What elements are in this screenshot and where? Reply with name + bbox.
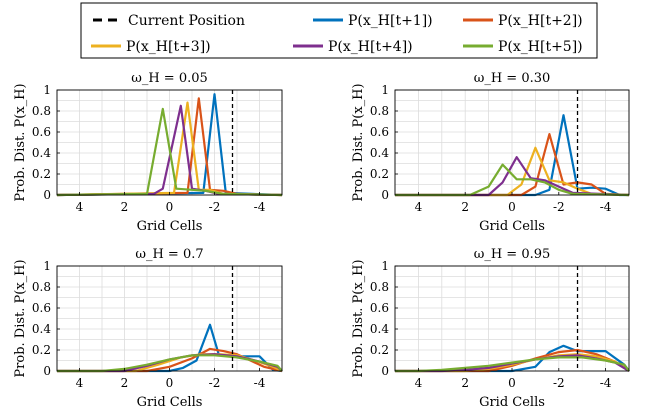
y-tick-label: 1 <box>381 259 389 273</box>
y-tick-label: 0.4 <box>370 322 389 336</box>
subplot-title: ω_H = 0.7 <box>135 247 203 262</box>
y-tick-label: 1 <box>43 259 51 273</box>
y-axis-label: Prob. Dist. P(x_H) <box>13 83 28 201</box>
y-tick-label: 0.4 <box>370 146 389 160</box>
x-tick-label: -4 <box>254 200 266 214</box>
subplot-4: 4 2 0 -2 -4 0 0.2 0.4 0.6 0.8 1 ω_H = 0.95 Grid Cell… <box>351 247 630 410</box>
subplot-title: ω_H = 0.30 <box>474 71 551 86</box>
legend-entry-label: P(x_H[t+5]) <box>498 39 583 55</box>
x-tick-label: 0 <box>166 376 174 390</box>
legend-entry-label: P(x_H[t+3]) <box>126 39 211 55</box>
legend-entry-label: P(x_H[t+4]) <box>328 39 413 55</box>
x-tick-label: -2 <box>553 376 565 390</box>
series-line <box>395 356 630 373</box>
legend: Current Position P(x_H[t+1]) P(x_H[t+2]) P(… <box>80 2 598 59</box>
x-axis-label: Grid Cells <box>137 395 203 410</box>
series-line <box>395 146 630 197</box>
subplot-3: 4 2 0 -2 -4 0 0.2 0.4 0.6 0.8 1 ω_H = 0.7 Grid Cells… <box>13 247 283 410</box>
y-axis-label: Prob. Dist. P(x_H) <box>351 83 366 201</box>
legend-box <box>80 2 598 59</box>
series-line <box>57 354 283 373</box>
y-tick-label: 1 <box>381 83 389 97</box>
y-tick-label: 0.8 <box>32 280 51 294</box>
y-tick-label: 0.2 <box>370 343 389 357</box>
x-tick-label: -2 <box>209 200 221 214</box>
subplot-grid: 4 2 0 -2 -4 0 0.2 0.4 0.6 0.8 1 ω_H = 0.05 Grid Cell… <box>13 71 630 410</box>
x-tick-label: -2 <box>553 200 565 214</box>
x-tick-label: 4 <box>415 376 423 390</box>
y-tick-label: 0.6 <box>32 125 51 139</box>
series-line <box>395 133 630 197</box>
y-tick-label: 0.8 <box>370 280 389 294</box>
subplot-title: ω_H = 0.05 <box>131 71 208 86</box>
y-axis-label: Prob. Dist. P(x_H) <box>13 259 28 377</box>
series-line <box>395 344 630 373</box>
subplot-2: 4 2 0 -2 -4 0 0.2 0.4 0.6 0.8 1 ω_H = 0.30 Grid Cell… <box>351 71 630 234</box>
y-tick-label: 0 <box>381 188 389 202</box>
x-tick-label: 4 <box>76 376 84 390</box>
legend-entry-label: Current Position <box>128 13 245 29</box>
x-tick-label: 0 <box>508 376 516 390</box>
x-tick-label: -4 <box>600 376 612 390</box>
y-tick-label: 0 <box>381 364 389 378</box>
y-tick-label: 0.2 <box>32 343 51 357</box>
y-tick-label: 0.6 <box>370 301 389 315</box>
subplot-title: ω_H = 0.95 <box>474 247 551 262</box>
x-tick-label: -4 <box>600 200 612 214</box>
y-tick-label: 1 <box>43 83 51 97</box>
x-tick-label: 2 <box>461 376 469 390</box>
x-tick-label: 4 <box>415 200 423 214</box>
x-axis-label: Grid Cells <box>137 219 203 234</box>
y-tick-label: 0.6 <box>370 125 389 139</box>
x-tick-label: 2 <box>461 200 469 214</box>
x-tick-label: 4 <box>76 200 84 214</box>
subplot-1: 4 2 0 -2 -4 0 0.2 0.4 0.6 0.8 1 ω_H = 0.05 Grid Cell… <box>13 71 283 234</box>
legend-entry-label: P(x_H[t+2]) <box>498 13 583 29</box>
y-tick-label: 0.4 <box>32 146 51 160</box>
x-axis-label: Grid Cells <box>479 219 545 234</box>
y-tick-label: 0 <box>43 364 51 378</box>
x-tick-label: 0 <box>166 200 174 214</box>
x-tick-label: 2 <box>121 200 129 214</box>
y-tick-label: 0.2 <box>32 167 51 181</box>
series-line <box>395 163 630 197</box>
x-tick-label: 2 <box>121 376 129 390</box>
y-tick-label: 0.8 <box>370 104 389 118</box>
x-tick-label: -4 <box>254 376 266 390</box>
y-axis-label: Prob. Dist. P(x_H) <box>351 259 366 377</box>
y-tick-label: 0.2 <box>370 167 389 181</box>
x-axis-label: Grid Cells <box>479 395 545 410</box>
y-tick-label: 0.6 <box>32 301 51 315</box>
x-tick-label: -2 <box>209 376 221 390</box>
legend-entry-label: P(x_H[t+1]) <box>348 13 433 29</box>
y-tick-label: 0 <box>43 188 51 202</box>
y-tick-label: 0.8 <box>32 104 51 118</box>
x-tick-label: 0 <box>508 200 516 214</box>
y-tick-label: 0.4 <box>32 322 51 336</box>
series-line <box>56 107 283 197</box>
series-line <box>57 347 283 373</box>
